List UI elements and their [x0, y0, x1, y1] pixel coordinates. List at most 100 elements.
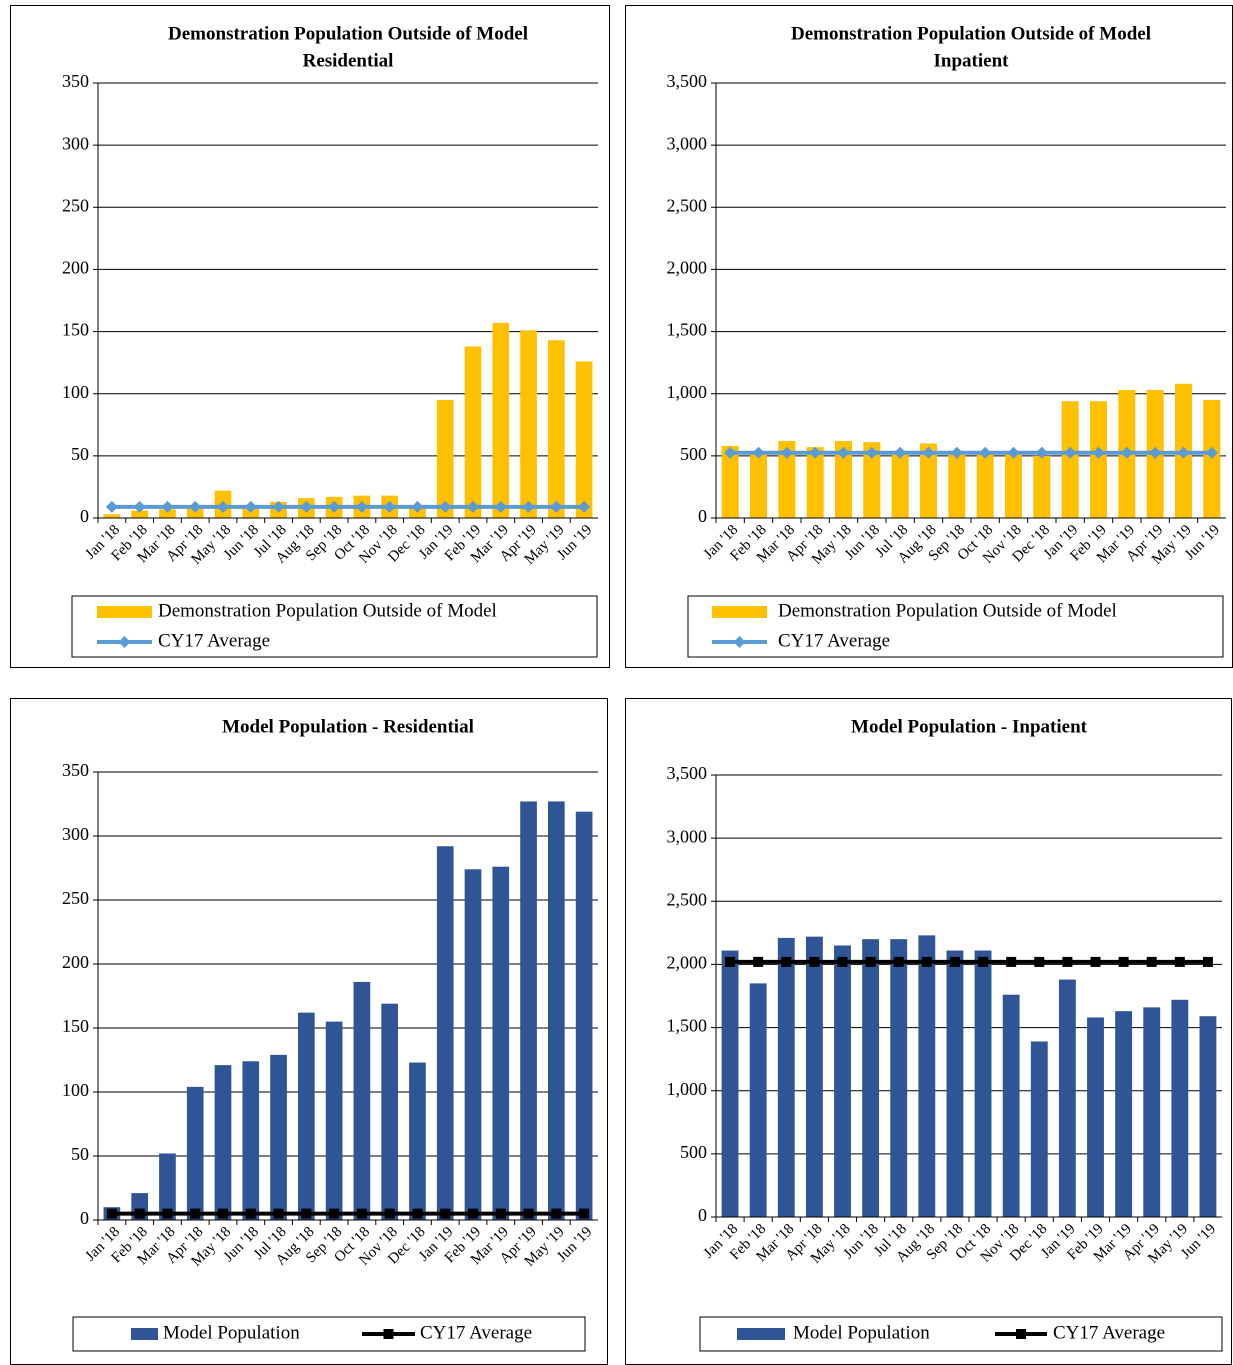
- chart-panel: Demonstration Population Outside of Mode…: [625, 5, 1233, 668]
- line-marker: [893, 956, 904, 967]
- bar: [575, 811, 593, 1220]
- line-marker: [411, 500, 424, 513]
- y-tick-label: 0: [698, 506, 707, 526]
- bar: [575, 361, 593, 518]
- line-marker: [1146, 956, 1157, 967]
- bar: [1143, 1007, 1161, 1217]
- line-marker: [809, 956, 820, 967]
- line-marker: [1062, 956, 1073, 967]
- bar: [409, 1062, 426, 1220]
- line-marker: [134, 1208, 145, 1219]
- line-marker: [245, 1208, 256, 1219]
- y-tick-label: 0: [698, 1205, 707, 1225]
- y-tick-label: 150: [62, 1016, 89, 1036]
- y-tick-label: 3,000: [667, 133, 708, 153]
- bar: [976, 453, 994, 518]
- line-marker: [978, 956, 989, 967]
- line-marker: [522, 500, 535, 513]
- line-marker: [106, 1208, 117, 1219]
- bar: [721, 950, 739, 1217]
- y-tick-label: 100: [62, 382, 89, 402]
- y-tick-label: 1,000: [667, 382, 708, 402]
- line-marker: [950, 446, 963, 459]
- legend-label: CY17 Average: [1053, 1322, 1165, 1343]
- legend-box: [72, 1316, 586, 1352]
- line-marker: [1090, 956, 1101, 967]
- chart-title: Demonstration Population Outside of Mode…: [791, 23, 1151, 44]
- line-marker: [949, 956, 960, 967]
- line-marker: [244, 500, 257, 513]
- y-tick-label: 500: [680, 444, 707, 464]
- chart-title: Model Population - Inpatient: [851, 716, 1088, 737]
- bar: [381, 1003, 398, 1220]
- line-marker: [865, 956, 876, 967]
- bar: [492, 866, 510, 1220]
- legend-label: Model Population: [163, 1322, 300, 1343]
- line-marker: [133, 500, 146, 513]
- y-tick-label: 250: [62, 888, 89, 908]
- legend-marker: [733, 636, 746, 648]
- line-marker: [301, 1208, 312, 1219]
- line-marker: [578, 500, 591, 513]
- line-marker: [922, 446, 935, 459]
- y-tick-label: 50: [71, 1144, 89, 1164]
- bar: [918, 935, 936, 1217]
- bar: [214, 1065, 232, 1220]
- line-marker: [724, 446, 737, 459]
- y-tick-label: 2,500: [667, 195, 708, 215]
- legend-label: CY17 Average: [420, 1322, 532, 1343]
- line-marker: [1149, 446, 1162, 459]
- chart-panel: Model Population - Residential 0 50 100 150 2…: [10, 698, 608, 1365]
- line-marker: [218, 1208, 228, 1219]
- line-marker: [383, 500, 396, 513]
- legend-label: CY17 Average: [158, 630, 270, 651]
- bar: [806, 447, 824, 518]
- legend-marker: [1016, 1329, 1026, 1339]
- line-marker: [468, 1208, 478, 1219]
- y-tick-label: 300: [62, 824, 89, 844]
- panel-border: [10, 5, 610, 668]
- legend-label: Demonstration Population Outside of Mode…: [158, 600, 497, 621]
- line-marker: [1034, 956, 1045, 967]
- line-marker: [1007, 446, 1020, 459]
- bar: [1171, 999, 1189, 1217]
- line-marker: [440, 1208, 451, 1219]
- bar: [805, 936, 823, 1217]
- line-marker: [551, 1208, 562, 1219]
- y-tick-label: 250: [62, 195, 89, 215]
- bar: [436, 399, 454, 518]
- bar: [353, 981, 371, 1220]
- legend-marker: [118, 636, 131, 648]
- bar: [920, 443, 937, 518]
- bar: [464, 346, 482, 518]
- bar: [131, 510, 148, 518]
- y-tick-label: 0: [80, 1208, 89, 1228]
- bar: [1115, 1011, 1133, 1217]
- bar: [103, 514, 121, 518]
- bar: [1033, 455, 1051, 518]
- line-marker: [1006, 956, 1017, 967]
- bar: [721, 445, 739, 518]
- bar: [186, 1086, 204, 1220]
- chart-title: Inpatient: [934, 50, 1010, 71]
- bar: [1199, 1016, 1217, 1217]
- line-marker: [161, 500, 174, 513]
- bar: [520, 801, 537, 1220]
- line-marker: [1177, 446, 1190, 459]
- line-marker: [300, 500, 313, 513]
- y-tick-label: 500: [680, 1142, 707, 1162]
- bar: [1090, 401, 1107, 518]
- line-marker: [979, 446, 992, 459]
- line-marker: [1202, 956, 1213, 967]
- bar: [270, 1054, 287, 1220]
- line-marker: [579, 1208, 590, 1219]
- bar: [1030, 1041, 1048, 1217]
- line-marker: [272, 500, 285, 513]
- y-tick-label: 1,500: [667, 1016, 708, 1036]
- chart-panel: Demonstration Population Outside of Mode…: [10, 5, 610, 668]
- line-marker: [753, 956, 764, 967]
- y-tick-label: 150: [62, 320, 89, 340]
- y-tick-label: 350: [62, 760, 89, 780]
- line-marker: [384, 1208, 395, 1219]
- y-tick-label: 2,500: [667, 889, 708, 909]
